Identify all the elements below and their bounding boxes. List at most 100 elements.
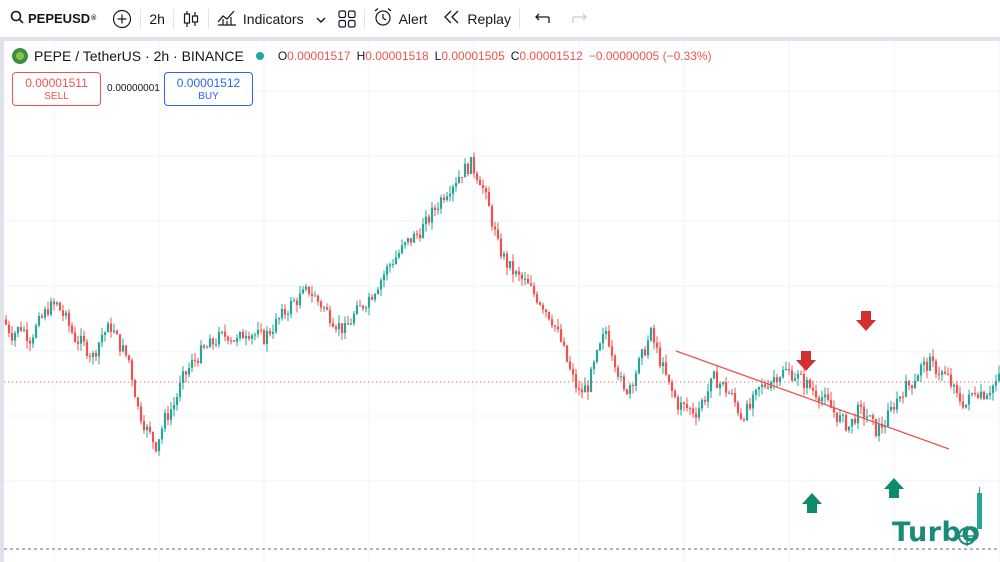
- candle-body: [442, 197, 446, 200]
- buy-button[interactable]: 0.00001512 BUY: [164, 72, 253, 106]
- candle-body: [301, 289, 305, 294]
- candle-body: [34, 325, 38, 338]
- candle-body: [154, 442, 158, 452]
- candle-body: [808, 379, 812, 388]
- candle-body: [67, 312, 71, 326]
- add-symbol-button[interactable]: [104, 0, 140, 37]
- candle-body: [760, 384, 764, 388]
- toolbar-divider: [363, 8, 365, 29]
- candle-body: [37, 315, 41, 326]
- candle-body: [742, 419, 746, 421]
- candle-body: [76, 341, 80, 344]
- candle-body: [607, 330, 611, 347]
- candle-body: [232, 340, 236, 342]
- redo-button[interactable]: [564, 0, 596, 37]
- interval-label: 2h: [149, 10, 165, 27]
- candle-body: [757, 387, 761, 390]
- candle-body: [793, 378, 797, 381]
- candle-body: [22, 329, 26, 331]
- candle-body: [100, 334, 104, 343]
- candle-body: [130, 360, 134, 381]
- candle-body: [178, 382, 182, 398]
- candle-body: [286, 313, 290, 315]
- candle-body: [763, 384, 767, 387]
- sell-button[interactable]: 0.00001511 SELL: [12, 72, 101, 106]
- replay-button[interactable]: Replay: [435, 0, 519, 37]
- alert-button[interactable]: Alert: [365, 0, 436, 37]
- candle-body: [859, 404, 863, 407]
- candle-body: [940, 371, 944, 375]
- candle-body: [88, 356, 92, 358]
- candle-body: [388, 264, 392, 267]
- candle-body: [10, 333, 14, 341]
- candle-body: [514, 271, 518, 275]
- candle-body: [61, 310, 65, 316]
- indicators-button[interactable]: Indicators: [209, 0, 312, 37]
- candle-body: [343, 323, 347, 333]
- candle-body: [229, 340, 233, 342]
- candle-body: [211, 338, 215, 345]
- candle-body: [688, 408, 692, 410]
- candle-body: [787, 369, 791, 371]
- candle-body: [244, 336, 248, 339]
- candle-body: [886, 410, 890, 427]
- candle-body: [445, 196, 449, 200]
- candle-body: [724, 382, 728, 393]
- candle-body: [304, 286, 308, 290]
- candle-body: [946, 373, 950, 375]
- candle-body: [823, 394, 827, 398]
- undo-button[interactable]: [520, 0, 564, 37]
- candle-body: [799, 373, 803, 375]
- indicators-label: Indicators: [242, 10, 304, 27]
- candle-body: [268, 330, 272, 334]
- candle-body: [850, 418, 854, 427]
- candle-body: [193, 360, 197, 362]
- symbol-search-button[interactable]: PEPEUSD ®: [0, 0, 104, 37]
- candle-body: [676, 397, 680, 410]
- indicators-icon: [217, 8, 237, 29]
- candle-body: [367, 296, 371, 308]
- toolbar-divider: [172, 8, 174, 29]
- layouts-button[interactable]: [330, 0, 364, 37]
- layouts-icon: [337, 9, 356, 28]
- candle-body: [127, 355, 131, 361]
- chart-pane[interactable]: [4, 41, 1000, 562]
- interval-button[interactable]: 2h: [141, 0, 173, 37]
- candle-body: [961, 401, 965, 408]
- candle-body: [871, 415, 875, 419]
- candle-body: [85, 341, 89, 357]
- candle-body: [748, 403, 752, 409]
- candle-body: [430, 207, 434, 223]
- candle-body: [187, 367, 191, 375]
- candle-body: [610, 346, 614, 356]
- candle-body: [811, 387, 815, 391]
- candle-body: [427, 216, 431, 223]
- candle-body: [94, 352, 98, 357]
- candle-body: [436, 208, 440, 210]
- candle-body: [703, 400, 707, 402]
- price-chart[interactable]: [4, 41, 1000, 562]
- buy-price: 0.00001512: [176, 76, 241, 90]
- candle-body: [208, 338, 212, 348]
- candle-body: [694, 413, 698, 418]
- candle-body: [922, 361, 926, 365]
- candle-body: [298, 293, 302, 306]
- chart-type-button[interactable]: [174, 0, 208, 37]
- candle-body: [568, 361, 572, 370]
- candle-body: [457, 176, 461, 183]
- indicators-dropdown[interactable]: [312, 0, 330, 37]
- candle-body: [256, 329, 260, 335]
- high-value: 0.00001518: [365, 49, 429, 63]
- toolbar-divider: [140, 8, 142, 29]
- candle-body: [151, 431, 155, 443]
- candle-body: [226, 336, 230, 341]
- candle-body: [937, 373, 941, 375]
- legend-title[interactable]: PEPE / TetherUS · 2h · BINANCE: [34, 48, 244, 64]
- candle-body: [817, 397, 821, 402]
- candle-body: [484, 188, 488, 193]
- candle-body: [595, 350, 599, 363]
- candle-body: [337, 323, 341, 330]
- candle-body: [583, 385, 587, 393]
- candle-body: [643, 349, 647, 356]
- market-status-icon[interactable]: [255, 52, 264, 60]
